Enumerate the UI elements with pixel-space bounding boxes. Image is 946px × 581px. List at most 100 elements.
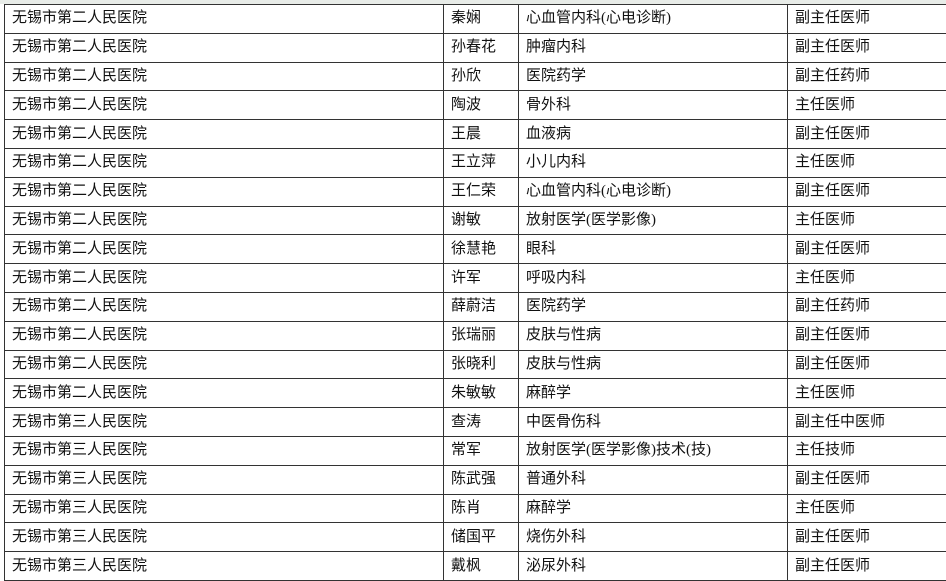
hospital-cell: 无锡市第二人民医院 bbox=[5, 120, 444, 149]
department-cell: 放射医学(医学影像) bbox=[519, 206, 788, 235]
title-cell: 主任医师 bbox=[788, 494, 946, 523]
table-row: 无锡市第二人民医院王立萍小儿内科主任医师 bbox=[5, 148, 946, 177]
title-cell: 副主任医师 bbox=[788, 465, 946, 494]
table-row: 无锡市第二人民医院孙春花肿瘤内科副主任医师 bbox=[5, 33, 946, 62]
name-cell: 王晨 bbox=[444, 120, 519, 149]
name-cell: 孙欣 bbox=[444, 62, 519, 91]
name-cell: 许军 bbox=[444, 264, 519, 293]
table-row: 无锡市第二人民医院张晓利皮肤与性病副主任医师 bbox=[5, 350, 946, 379]
department-cell: 普通外科 bbox=[519, 465, 788, 494]
title-cell: 主任医师 bbox=[788, 379, 946, 408]
name-cell: 朱敏敏 bbox=[444, 379, 519, 408]
name-cell: 秦娴 bbox=[444, 5, 519, 34]
name-cell: 孙春花 bbox=[444, 33, 519, 62]
title-cell: 主任医师 bbox=[788, 91, 946, 120]
hospital-cell: 无锡市第二人民医院 bbox=[5, 264, 444, 293]
hospital-cell: 无锡市第二人民医院 bbox=[5, 206, 444, 235]
table-row: 无锡市第二人民医院许军呼吸内科主任医师 bbox=[5, 264, 946, 293]
department-cell: 麻醉学 bbox=[519, 379, 788, 408]
table-row: 无锡市第二人民医院薛蔚洁医院药学副主任药师 bbox=[5, 292, 946, 321]
department-cell: 骨外科 bbox=[519, 91, 788, 120]
title-cell: 副主任医师 bbox=[788, 350, 946, 379]
name-cell: 常军 bbox=[444, 436, 519, 465]
table-row: 无锡市第二人民医院徐慧艳眼科副主任医师 bbox=[5, 235, 946, 264]
department-cell: 烧伤外科 bbox=[519, 523, 788, 552]
hospital-cell: 无锡市第二人民医院 bbox=[5, 91, 444, 120]
table-row: 无锡市第二人民医院陶波骨外科主任医师 bbox=[5, 91, 946, 120]
department-cell: 小儿内科 bbox=[519, 148, 788, 177]
title-cell: 副主任医师 bbox=[788, 33, 946, 62]
department-cell: 心血管内科(心电诊断) bbox=[519, 177, 788, 206]
hospital-cell: 无锡市第二人民医院 bbox=[5, 379, 444, 408]
department-cell: 麻醉学 bbox=[519, 494, 788, 523]
table-row: 无锡市第二人民医院王晨血液病副主任医师 bbox=[5, 120, 946, 149]
name-cell: 陈肖 bbox=[444, 494, 519, 523]
hospital-cell: 无锡市第三人民医院 bbox=[5, 494, 444, 523]
title-cell: 主任医师 bbox=[788, 148, 946, 177]
hospital-cell: 无锡市第三人民医院 bbox=[5, 552, 444, 581]
title-cell: 副主任医师 bbox=[788, 235, 946, 264]
title-cell: 副主任药师 bbox=[788, 62, 946, 91]
name-cell: 张瑞丽 bbox=[444, 321, 519, 350]
hospital-cell: 无锡市第二人民医院 bbox=[5, 148, 444, 177]
name-cell: 谢敏 bbox=[444, 206, 519, 235]
hospital-cell: 无锡市第二人民医院 bbox=[5, 292, 444, 321]
table-row: 无锡市第三人民医院戴枫泌尿外科副主任医师 bbox=[5, 552, 946, 581]
department-cell: 医院药学 bbox=[519, 62, 788, 91]
department-cell: 呼吸内科 bbox=[519, 264, 788, 293]
table-row: 无锡市第三人民医院储国平烧伤外科副主任医师 bbox=[5, 523, 946, 552]
name-cell: 查涛 bbox=[444, 408, 519, 437]
name-cell: 薛蔚洁 bbox=[444, 292, 519, 321]
name-cell: 戴枫 bbox=[444, 552, 519, 581]
table-row: 无锡市第二人民医院张瑞丽皮肤与性病副主任医师 bbox=[5, 321, 946, 350]
department-cell: 血液病 bbox=[519, 120, 788, 149]
title-cell: 主任技师 bbox=[788, 436, 946, 465]
hospital-cell: 无锡市第三人民医院 bbox=[5, 523, 444, 552]
title-cell: 副主任中医师 bbox=[788, 408, 946, 437]
name-cell: 陈武强 bbox=[444, 465, 519, 494]
table-row: 无锡市第二人民医院谢敏放射医学(医学影像)主任医师 bbox=[5, 206, 946, 235]
hospital-cell: 无锡市第二人民医院 bbox=[5, 62, 444, 91]
hospital-cell: 无锡市第二人民医院 bbox=[5, 321, 444, 350]
department-cell: 皮肤与性病 bbox=[519, 321, 788, 350]
name-cell: 徐慧艳 bbox=[444, 235, 519, 264]
doctor-table: 无锡市第二人民医院秦娴心血管内科(心电诊断)副主任医师无锡市第二人民医院孙春花肿… bbox=[4, 4, 946, 581]
title-cell: 副主任医师 bbox=[788, 177, 946, 206]
hospital-cell: 无锡市第三人民医院 bbox=[5, 465, 444, 494]
name-cell: 张晓利 bbox=[444, 350, 519, 379]
hospital-cell: 无锡市第二人民医院 bbox=[5, 5, 444, 34]
hospital-cell: 无锡市第三人民医院 bbox=[5, 436, 444, 465]
table-row: 无锡市第三人民医院陈武强普通外科副主任医师 bbox=[5, 465, 946, 494]
name-cell: 陶波 bbox=[444, 91, 519, 120]
hospital-cell: 无锡市第三人民医院 bbox=[5, 408, 444, 437]
department-cell: 肿瘤内科 bbox=[519, 33, 788, 62]
table-row: 无锡市第三人民医院常军放射医学(医学影像)技术(技)主任技师 bbox=[5, 436, 946, 465]
hospital-cell: 无锡市第二人民医院 bbox=[5, 235, 444, 264]
table-row: 无锡市第三人民医院陈肖麻醉学主任医师 bbox=[5, 494, 946, 523]
name-cell: 王仁荣 bbox=[444, 177, 519, 206]
title-cell: 主任医师 bbox=[788, 206, 946, 235]
hospital-cell: 无锡市第二人民医院 bbox=[5, 350, 444, 379]
table-row: 无锡市第二人民医院朱敏敏麻醉学主任医师 bbox=[5, 379, 946, 408]
department-cell: 放射医学(医学影像)技术(技) bbox=[519, 436, 788, 465]
title-cell: 副主任医师 bbox=[788, 321, 946, 350]
title-cell: 副主任医师 bbox=[788, 120, 946, 149]
name-cell: 王立萍 bbox=[444, 148, 519, 177]
table-row: 无锡市第三人民医院查涛中医骨伤科副主任中医师 bbox=[5, 408, 946, 437]
department-cell: 眼科 bbox=[519, 235, 788, 264]
title-cell: 副主任药师 bbox=[788, 292, 946, 321]
name-cell: 储国平 bbox=[444, 523, 519, 552]
table-row: 无锡市第二人民医院孙欣医院药学副主任药师 bbox=[5, 62, 946, 91]
hospital-cell: 无锡市第二人民医院 bbox=[5, 177, 444, 206]
title-cell: 副主任医师 bbox=[788, 5, 946, 34]
table-body: 无锡市第二人民医院秦娴心血管内科(心电诊断)副主任医师无锡市第二人民医院孙春花肿… bbox=[5, 5, 946, 581]
table-row: 无锡市第二人民医院秦娴心血管内科(心电诊断)副主任医师 bbox=[5, 5, 946, 34]
title-cell: 副主任医师 bbox=[788, 552, 946, 581]
title-cell: 副主任医师 bbox=[788, 523, 946, 552]
department-cell: 泌尿外科 bbox=[519, 552, 788, 581]
table-row: 无锡市第二人民医院王仁荣心血管内科(心电诊断)副主任医师 bbox=[5, 177, 946, 206]
department-cell: 中医骨伤科 bbox=[519, 408, 788, 437]
department-cell: 心血管内科(心电诊断) bbox=[519, 5, 788, 34]
title-cell: 主任医师 bbox=[788, 264, 946, 293]
department-cell: 医院药学 bbox=[519, 292, 788, 321]
